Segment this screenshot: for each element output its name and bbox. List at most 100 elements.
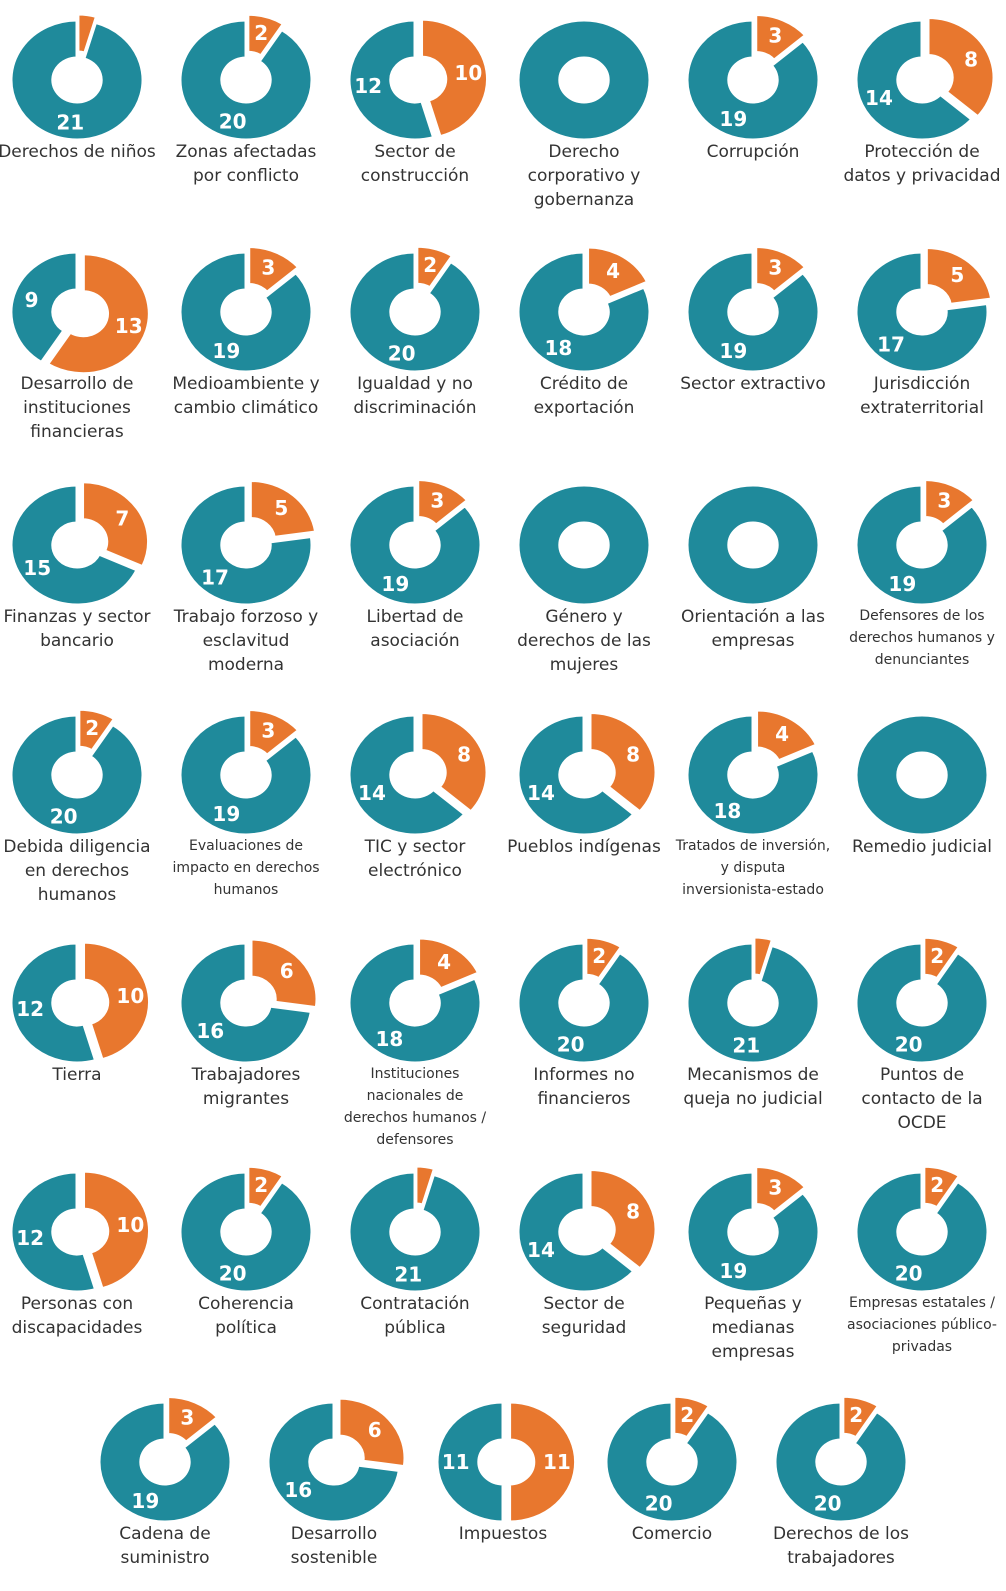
donut: 6 16	[178, 937, 319, 1065]
donut-title: Puntos de contacto de la OCDE	[861, 1065, 983, 1133]
donut-segment	[9, 483, 140, 607]
donut-segment	[755, 708, 819, 763]
donut-segment	[420, 17, 489, 139]
donut	[516, 483, 652, 607]
donut-segment	[178, 18, 314, 142]
segment-label: 13	[115, 314, 143, 338]
segment-label: 3	[937, 488, 951, 512]
donut-segment	[435, 1400, 505, 1524]
segment-label: 8	[626, 1200, 640, 1224]
segment-label: 21	[394, 1263, 422, 1287]
donut-title: Remedio judicial	[851, 837, 993, 857]
segment-label: 14	[358, 781, 386, 805]
segment-label: 20	[814, 1491, 842, 1515]
donut: 2 20	[604, 1394, 740, 1524]
donut: 10 12	[9, 940, 151, 1065]
donut-segment	[685, 941, 821, 1065]
donut-segment	[416, 478, 470, 528]
segment-label: 20	[895, 1261, 923, 1285]
donut-segment	[754, 13, 808, 63]
donut-segment	[9, 250, 79, 365]
donut: 8 14	[854, 16, 996, 142]
donut: 8 14	[516, 1168, 658, 1294]
donut: 8 14	[347, 711, 489, 837]
donut-title: Coherencia política	[198, 1294, 294, 1338]
donut-title: Empresas estatales / asociaciones públic…	[847, 1295, 997, 1355]
donut-segment	[347, 483, 483, 607]
donut-ring	[685, 483, 821, 607]
segment-label: 8	[626, 743, 640, 767]
donut-title: Debida diligencia en derechos humanos	[3, 837, 151, 905]
donut-segment	[516, 713, 637, 837]
donut-segment	[685, 1170, 821, 1294]
donut: 5 17	[854, 245, 994, 374]
donut-title: Crédito de exportación	[533, 374, 635, 418]
donut-title: Tratados de inversión, y disputa inversi…	[675, 838, 831, 898]
donut-segment	[347, 713, 468, 837]
segment-label: 3	[768, 23, 782, 47]
donut-segment	[347, 1170, 483, 1294]
donut-segment	[508, 1400, 578, 1524]
donut-segment	[249, 937, 319, 1010]
donut-ring	[516, 18, 652, 142]
donut-segment	[178, 250, 314, 374]
donut-segment	[672, 1394, 712, 1440]
donut-title: Defensores de los derechos humanos y den…	[849, 608, 995, 668]
segment-label: 19	[719, 1259, 747, 1283]
segment-label: 4	[606, 259, 620, 283]
segment-label: 21	[56, 111, 84, 135]
donut-title: Personas con discapacidades	[11, 1294, 143, 1338]
donut-segment	[584, 935, 624, 981]
segment-label: 5	[950, 263, 964, 287]
donut-segment	[922, 935, 962, 981]
segment-label: 19	[212, 339, 240, 363]
donut: 10 12	[9, 1169, 151, 1294]
donut-segment	[82, 940, 151, 1062]
donut-title: Género y derechos de las mujeres	[517, 607, 651, 675]
donut-title: Informes no financieros	[533, 1065, 635, 1109]
donut-segment	[841, 1394, 881, 1440]
donut-segment	[854, 250, 990, 374]
donut: 2 20	[347, 244, 483, 374]
segment-label: 12	[16, 997, 44, 1021]
donut: 3 19	[685, 13, 821, 142]
donut-segment	[178, 713, 314, 837]
donut-title: Pueblos indígenas	[507, 837, 661, 857]
segment-label: 19	[888, 572, 916, 596]
segment-label: 2	[592, 944, 606, 968]
segment-label: 16	[284, 1478, 312, 1502]
donut-title: Igualdad y no discriminación	[353, 374, 477, 418]
segment-label: 2	[930, 944, 944, 968]
donut	[685, 483, 821, 607]
donut: 3 19	[685, 245, 821, 374]
donut-title: Mecanismos de queja no judicial	[683, 1065, 823, 1109]
donut: 2 20	[516, 935, 652, 1065]
donut-title: Evaluaciones de impacto en derechos huma…	[172, 838, 320, 898]
donut: 3 19	[178, 245, 314, 374]
donut: 7 15	[9, 480, 151, 607]
segment-label: 3	[768, 255, 782, 279]
donut-title: Tierra	[52, 1065, 102, 1085]
donut-segment	[81, 480, 151, 569]
donut: 2 20	[854, 1164, 990, 1294]
donut: 2 20	[178, 1164, 314, 1294]
segment-label: 18	[376, 1027, 404, 1051]
segment-label: 12	[354, 74, 382, 98]
donut-title: Sector de seguridad	[541, 1294, 627, 1338]
donut-title: Derecho corporativo y gobernanza	[527, 142, 641, 210]
donut-segment	[347, 18, 436, 142]
segment-label: 20	[895, 1032, 923, 1056]
segment-label: 8	[457, 743, 471, 767]
donut-title: TIC y sector electrónico	[364, 837, 466, 881]
segment-label: 17	[877, 332, 905, 356]
donut-title: Finanzas y sector bancario	[3, 607, 151, 651]
donut: 4 18	[516, 245, 652, 374]
segment-label: 3	[261, 718, 275, 742]
donut-segment	[419, 711, 489, 814]
donut-title: Trabajo forzoso y esclavitud moderna	[173, 607, 319, 675]
donut-segment	[97, 1400, 233, 1524]
segment-label: 19	[131, 1489, 159, 1513]
donut-segment	[754, 245, 808, 295]
